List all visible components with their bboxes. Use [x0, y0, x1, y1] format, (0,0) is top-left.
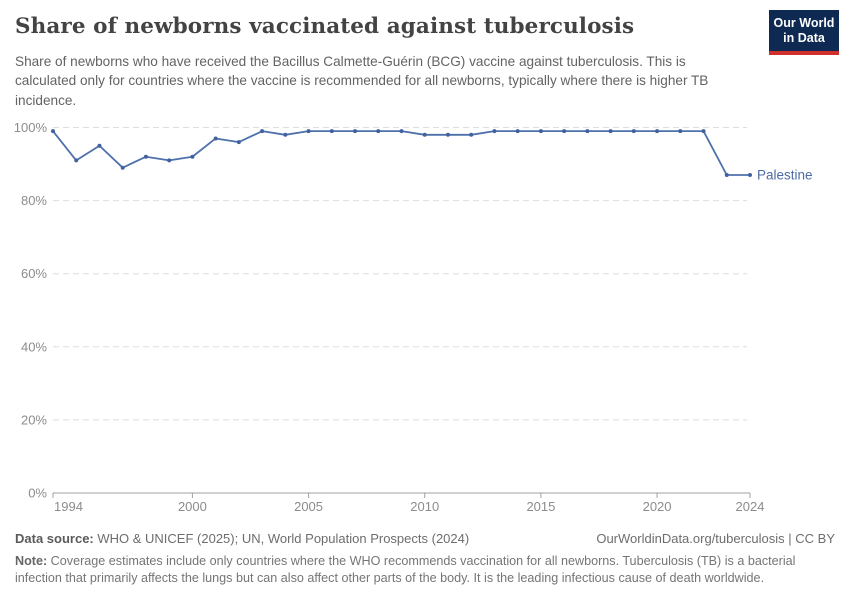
line-chart: 0% 20% 40% 60% 80% 100% 1994 2000 2005 2010 2015 20… [14, 120, 813, 514]
data-source-text: WHO & UNICEF (2025); UN, World Populatio… [93, 531, 470, 546]
data-point [445, 132, 450, 137]
data-point [120, 165, 125, 170]
data-point [329, 129, 334, 134]
owid-logo[interactable]: Our World in Data [769, 10, 839, 55]
data-point [422, 132, 427, 137]
data-point [469, 132, 474, 137]
x-axis-tick-label: 2020 [643, 499, 672, 514]
data-point [97, 143, 102, 148]
data-point [748, 173, 752, 178]
note-text: Coverage estimates include only countrie… [15, 554, 796, 585]
chart-subtitle: Share of newborns who have received the … [15, 54, 709, 108]
y-axis-tick-label: 0% [28, 486, 47, 501]
x-axis-tick-label: 2000 [178, 499, 207, 514]
chart-note: Note: Coverage estimates include only co… [15, 553, 838, 586]
data-point [190, 154, 195, 159]
attribution-link[interactable]: OurWorldinData.org/tuberculosis | CC BY [596, 531, 835, 546]
data-point [608, 129, 613, 134]
data-point [167, 158, 172, 163]
series-line[interactable] [52, 130, 751, 176]
data-point [353, 129, 358, 134]
data-source-line: Data source: WHO & UNICEF (2025); UN, Wo… [15, 531, 469, 546]
y-axis-tick-label: 80% [21, 193, 47, 208]
x-axis-tick-label: 2010 [410, 499, 439, 514]
data-point [492, 129, 497, 134]
x-axis-tick-label: 2005 [294, 499, 323, 514]
data-point [585, 129, 590, 134]
data-source-label: Data source: [15, 531, 94, 546]
data-point [562, 129, 567, 134]
data-point [701, 129, 706, 134]
data-point [631, 129, 636, 134]
note-label: Note: [15, 554, 48, 568]
data-point [213, 136, 218, 141]
data-point [306, 129, 311, 134]
series-end-label[interactable]: Palestine [757, 168, 813, 183]
data-point [51, 129, 55, 134]
owid-logo-line2: in Data [783, 31, 825, 45]
data-point [538, 129, 543, 134]
data-point [515, 129, 520, 134]
y-axis-tick-label: 40% [21, 339, 47, 354]
y-axis-tick-label: 60% [21, 266, 47, 281]
data-point [74, 158, 79, 163]
footer: Data source: WHO & UNICEF (2025); UN, Wo… [15, 531, 835, 546]
data-point [236, 140, 241, 145]
x-axis-tick-label: 1994 [54, 499, 83, 514]
y-axis-tick-label: 100% [14, 120, 48, 135]
data-point [724, 173, 729, 178]
data-point [655, 129, 660, 134]
x-axis-tick-label: 2015 [526, 499, 555, 514]
x-axis-tick-label: 2024 [736, 499, 765, 514]
y-axis-tick-label: 20% [21, 412, 47, 427]
data-point [283, 132, 288, 137]
data-point [260, 129, 265, 134]
data-point [399, 129, 404, 134]
data-point [143, 154, 148, 159]
owid-logo-line1: Our World [773, 16, 835, 30]
data-point [678, 129, 683, 134]
data-point [376, 129, 381, 134]
chart-title: Share of newborns vaccinated against tub… [15, 14, 635, 39]
